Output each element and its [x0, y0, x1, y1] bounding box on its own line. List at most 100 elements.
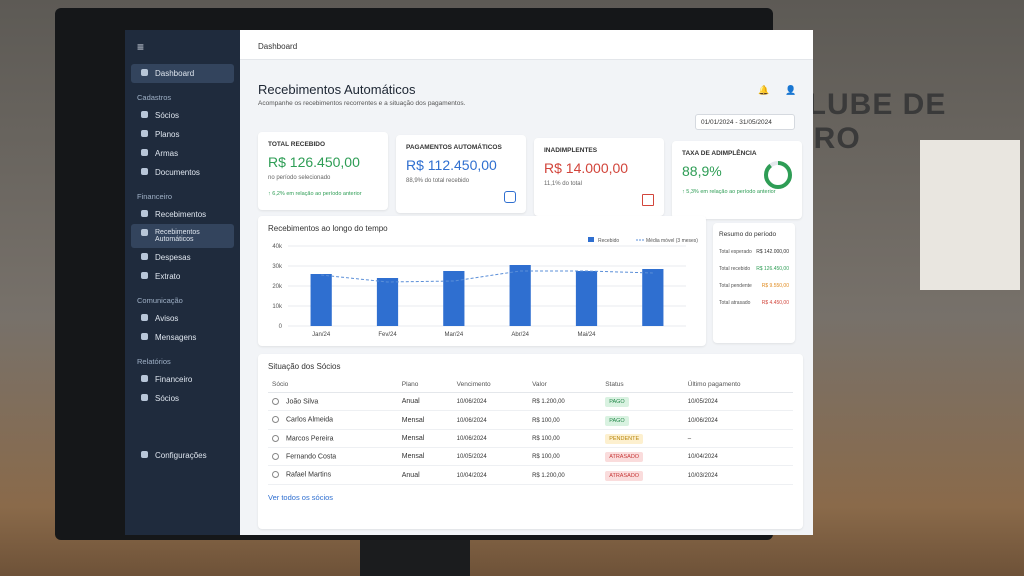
summary-row: Total esperado R$ 142.000,00 [719, 249, 789, 255]
nav-group: Financeiro [137, 192, 173, 201]
summary-label: Total esperado [719, 249, 752, 255]
nav-item[interactable]: Despesas [125, 248, 240, 267]
cell: 10/06/2024 [452, 392, 529, 412]
cell-text: 10/04/2024 [687, 454, 718, 461]
summary-row: Total recebido R$ 126.450,00 [719, 266, 789, 272]
table-panel: Situação dos Sócios Sócio Plano Vencimento V… [258, 354, 803, 529]
cell: ATRASADO [601, 465, 684, 485]
cell-text: João Silva [286, 398, 319, 406]
nav-item[interactable]: Recebimentos Automáticos [131, 224, 234, 248]
cell-text: 10/05/2024 [687, 399, 718, 406]
column-header: Status [601, 377, 684, 393]
cell: João Silva [268, 392, 398, 412]
nav-item[interactable]: Dashboard [131, 64, 234, 83]
cell: R$ 1.200,00 [528, 465, 602, 485]
legend-label: Recebido [598, 238, 619, 244]
gauge [764, 161, 792, 189]
cell-text: Fernando Costa [286, 453, 337, 461]
cell-text: Carlos Almeida [286, 416, 334, 424]
monitor: ≡ Dashboard Cadastros Sócios Planos Armas Doc… [55, 8, 813, 540]
cell: 10/04/2024 [683, 447, 793, 467]
summary-row: Total atrasado R$ 4.450,00 [719, 300, 789, 306]
nav-group: Comunicação [137, 296, 183, 305]
header-row: Sócio Plano Vencimento Valor Status Último pa… [268, 377, 793, 393]
nav-item[interactable]: Avisos [125, 309, 240, 328]
nav-group: Cadastros [137, 93, 172, 102]
member-row[interactable]: Marcos Pereira Mensal 10/06/2024 R$ 100,00 P… [268, 429, 793, 449]
kpi-value: R$ 112.450,00 [406, 157, 497, 173]
bar [642, 269, 664, 326]
cell-text: 10/03/2024 [687, 472, 718, 479]
target-poster [920, 140, 1020, 290]
sidebar: ≡ Dashboard Cadastros Sócios Planos Armas Doc… [125, 30, 240, 535]
legend-swatch [588, 237, 594, 242]
nav-item[interactable]: Planos [125, 125, 240, 144]
member-row[interactable]: Carlos Almeida Mensal 10/06/2024 R$ 100,00 P… [268, 410, 793, 430]
nav-item[interactable]: Mensagens [125, 328, 240, 347]
x-tick-label: Mai/24 [577, 332, 596, 338]
cell: 10/05/2024 [683, 392, 793, 412]
page-title: Recebimentos Automáticos [258, 82, 416, 97]
avatar-icon [272, 471, 279, 479]
nav-item[interactable]: Extrato [125, 267, 240, 286]
kpi-value: 88,9% [682, 163, 722, 179]
kpi-trend: ↑ 6,2% em relação ao período anterior [268, 191, 362, 197]
bar [310, 274, 332, 326]
nav-item[interactable]: Sócios [125, 389, 240, 408]
topbar: Dashboard [240, 30, 813, 60]
kpi-value: R$ 14.000,00 [544, 160, 629, 176]
nav-item[interactable]: Financeiro [125, 370, 240, 389]
status-badge: PAGO [605, 415, 629, 426]
page-subtitle: Acompanhe os recebimentos recorrentes e … [258, 100, 466, 107]
y-tick-label: 30k [272, 264, 283, 270]
table-title: Situação dos Sócios [268, 362, 341, 371]
gauge-arc [764, 161, 792, 189]
summary-value: R$ 142.000,00 [756, 249, 789, 255]
summary-value: R$ 126.450,00 [756, 266, 789, 272]
member-row[interactable]: Rafael Martins Anual 10/04/2024 R$ 1.200,00… [268, 465, 793, 485]
kpi-trend: ↑ 5,3% em relação ao período anterior [682, 189, 776, 195]
kpi-note: 88,9% do total recebido [406, 178, 470, 184]
cell-text: Anual [401, 398, 420, 406]
nav-item[interactable]: Armas [125, 144, 240, 163]
kpi-title: TAXA DE ADIMPLÊNCIA [682, 150, 757, 157]
date-picker[interactable]: 01/01/2024 - 31/05/2024 [695, 114, 795, 130]
view-all-link[interactable]: Ver todos os sócios [268, 492, 334, 502]
user-icon[interactable]: 👤 [785, 85, 797, 95]
kpi-title: PAGAMENTOS AUTOMÁTICOS [406, 144, 502, 151]
summary-panel: Resumo do período Total esperado R$ 142.00… [713, 223, 795, 343]
cell-text: R$ 1.200,00 [532, 472, 565, 479]
summary-label: Total atrasado [719, 300, 751, 306]
cell: PAGO [601, 392, 684, 412]
cell-text: 10/05/2024 [456, 454, 487, 461]
kpi-title: TOTAL RECEBIDO [268, 141, 326, 148]
cell: Mensal [397, 410, 453, 430]
nav-item[interactable]: Documentos [125, 163, 240, 182]
y-tick-label: 10k [272, 304, 283, 310]
summary-label: Total pendente [719, 283, 752, 289]
cell-text: Marcos Pereira [286, 435, 334, 443]
nav: Dashboard Cadastros Sócios Planos Armas Docum… [125, 64, 240, 465]
member-row[interactable]: João Silva Anual 10/06/2024 R$ 1.200,00 PAGO… [268, 392, 793, 412]
cell-text: 10/06/2024 [687, 417, 718, 424]
x-tick-label: Fev/24 [378, 332, 397, 338]
menu-icon[interactable]: ≡ [137, 40, 145, 54]
nav-item[interactable]: Configurações [125, 446, 240, 465]
summary-value: R$ 4.450,00 [761, 300, 789, 306]
cell-text: R$ 100,00 [532, 435, 560, 442]
cell: R$ 100,00 [528, 429, 602, 449]
cell-text: – [687, 435, 692, 442]
avatar-icon [272, 434, 279, 442]
cell-text: Anual [401, 471, 420, 479]
summary-title: Resumo do período [719, 231, 777, 238]
member-row[interactable]: Fernando Costa Mensal 10/05/2024 R$ 100,00 A… [268, 447, 793, 467]
card-icon [504, 191, 516, 203]
cell: ATRASADO [601, 447, 684, 467]
nav-item[interactable]: Recebimentos [125, 205, 240, 224]
bell-icon[interactable]: 🔔 [758, 85, 770, 95]
column-header: Último pagamento [683, 377, 793, 393]
column-header: Valor [528, 377, 602, 393]
bar [509, 265, 531, 326]
nav-item[interactable]: Sócios [125, 106, 240, 125]
